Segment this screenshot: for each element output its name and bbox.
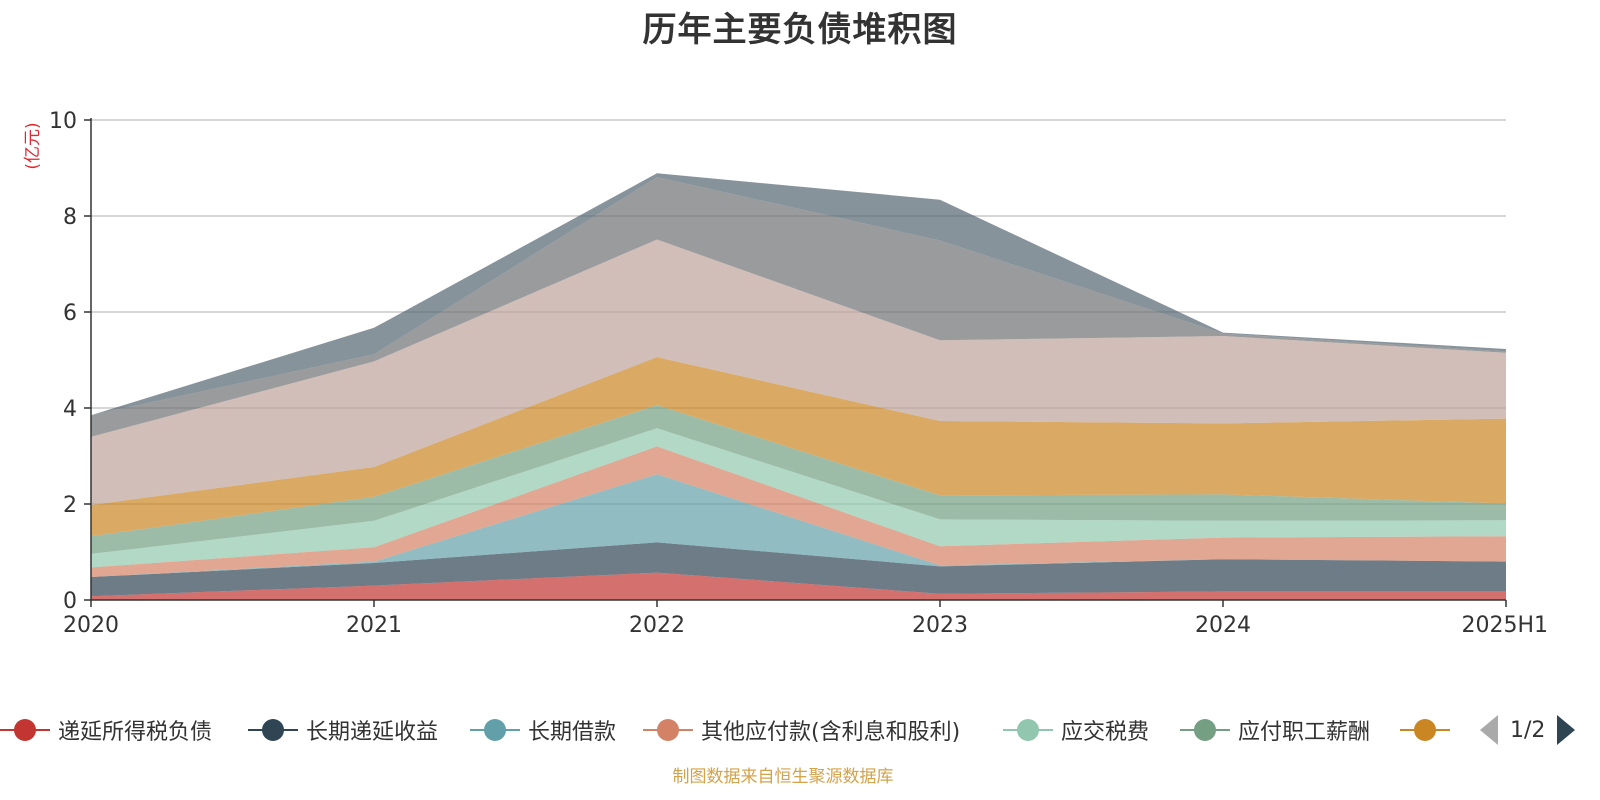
- pager-prev-icon[interactable]: [1480, 715, 1498, 745]
- y-tick-label: 4: [63, 397, 77, 422]
- legend-item[interactable]: 长期借款: [470, 712, 616, 748]
- y-axis-title: (亿元): [23, 122, 43, 169]
- x-tick-label: 2021: [346, 613, 402, 638]
- legend-swatch-icon: [1003, 718, 1053, 742]
- legend-swatch-icon: [1400, 718, 1450, 742]
- pager-next-icon[interactable]: [1557, 715, 1576, 745]
- y-tick-label: 2: [63, 493, 77, 518]
- legend: 递延所得税负债 长期递延收益 长期借款 其他应付款(含利息和股利) 应交税费 应付职工薪酬: [0, 712, 1476, 748]
- legend-label: 递延所得税负债: [58, 720, 213, 745]
- area-series-1[interactable]: [91, 542, 1506, 597]
- legend-item[interactable]: 应付职工薪酬: [1180, 712, 1370, 748]
- area-series-2[interactable]: [91, 474, 1506, 577]
- pager-page-indicator: 1/2: [1510, 717, 1546, 743]
- legend-swatch-icon: [470, 718, 520, 742]
- area-series-3[interactable]: [91, 446, 1506, 577]
- legend-item[interactable]: 长期递延收益: [248, 712, 438, 748]
- source-note: 制图数据来自恒生聚源数据库: [672, 767, 894, 787]
- x-tick-label: 2023: [912, 613, 968, 638]
- legend-label: 长期递延收益: [306, 720, 439, 745]
- legend-item[interactable]: [1400, 712, 1458, 748]
- area-series-6[interactable]: [91, 357, 1506, 537]
- y-tick-label: 0: [63, 589, 77, 614]
- area-series-7[interactable]: [91, 239, 1506, 506]
- legend-item[interactable]: 递延所得税负债: [0, 712, 212, 748]
- y-tick-label: 10: [49, 109, 77, 134]
- area-series-8[interactable]: [91, 177, 1506, 437]
- x-tick-label: 2020: [63, 613, 119, 638]
- y-tick-label: 6: [63, 301, 77, 326]
- legend-label: 长期借款: [528, 720, 617, 745]
- axis-layer: 0 2 4 6 8 10 2020 2021 2022 2023 2024 2025H1: [49, 109, 1548, 638]
- area-layer: [91, 173, 1506, 600]
- area-series-5[interactable]: [91, 405, 1506, 554]
- legend-item[interactable]: 其他应付款(含利息和股利): [643, 712, 960, 748]
- x-tick-label: 2025H1: [1461, 613, 1548, 638]
- legend-swatch-icon: [643, 718, 693, 742]
- x-tick-label: 2024: [1195, 613, 1251, 638]
- legend-item[interactable]: 应交税费: [1003, 712, 1149, 748]
- area-series-4[interactable]: [91, 428, 1506, 568]
- area-series-0[interactable]: [91, 572, 1506, 600]
- legend-swatch-icon: [0, 718, 50, 742]
- chart-title: 历年主要负债堆积图: [642, 10, 958, 50]
- legend-label: 其他应付款(含利息和股利): [701, 720, 961, 745]
- legend-pager: 1/2: [1480, 712, 1576, 748]
- x-tick-label: 2022: [629, 613, 685, 638]
- legend-swatch-icon: [248, 718, 298, 742]
- legend-label: 应付职工薪酬: [1238, 720, 1371, 745]
- legend-label: 应交税费: [1061, 720, 1150, 745]
- legend-swatch-icon: [1180, 718, 1230, 742]
- y-tick-label: 8: [63, 205, 77, 230]
